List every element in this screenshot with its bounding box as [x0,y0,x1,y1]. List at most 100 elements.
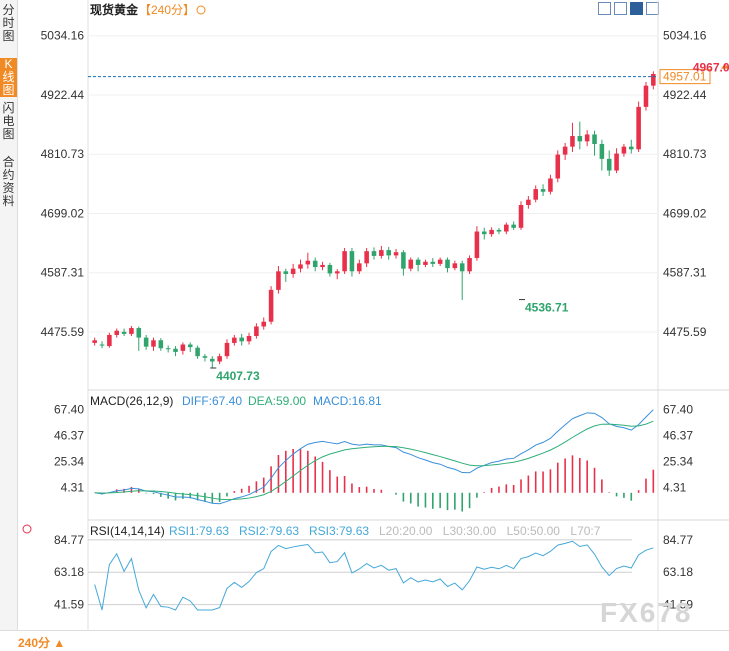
instrument-name: 现货黄金 [90,2,139,17]
price-tick-left: 4587.31 [41,266,85,280]
price-tick-right: 4587.31 [663,266,707,280]
candle [334,269,340,280]
price-tick-right: 5034.16 [663,29,707,43]
candle [437,257,443,266]
candle [246,332,252,345]
candle [92,337,97,346]
macd-tick-left: 4.31 [61,480,85,494]
diff-line [94,409,654,505]
macd-diff-value: DIFF:67.40 [182,394,242,408]
macd-tick-left: 46.37 [54,429,84,443]
macd-hist-value: MACD:16.81 [313,394,382,408]
candle [283,268,289,282]
candle [562,142,568,160]
rsi-legend-item: L50:50.00 [507,524,561,538]
tab-kline[interactable]: K线图 [0,58,17,97]
candle [364,247,369,268]
price-tick-left: 4699.02 [41,206,85,220]
low-label: 4407.73 [216,369,260,383]
candle [467,255,472,274]
candle [386,246,391,260]
candle [606,150,612,176]
candle [239,333,244,346]
candle [210,356,215,369]
candle [570,122,575,152]
rsi-tick-right: 84.77 [663,533,693,547]
candle [459,260,465,300]
candle [614,148,619,174]
candle [526,195,531,209]
macd-panel: MACD(26,12,9) DIFF:67.40 DEA:59.00 MACD:16.… [54,394,693,512]
candle [415,257,421,272]
candle [533,185,538,203]
rsi-panel: RSI(14,14,14) RSI1:79.63 RSI2:79.63 RSI3:79… [22,524,693,612]
candle [290,263,296,278]
draw-tool-icon[interactable] [630,2,643,15]
candle [540,184,546,196]
candle [445,257,450,273]
candle [430,258,436,268]
high-label: 4967.04 [693,60,729,74]
period-toggle-icon[interactable] [196,5,206,15]
tab-contract-info[interactable]: 合约资料 [2,155,15,208]
rsi-settings-icon[interactable] [22,524,32,534]
expand-icon[interactable] [614,2,627,15]
candle [151,337,156,351]
candle [504,222,509,235]
period-label: 【240分】 [139,3,195,17]
candle [577,121,583,150]
candle [254,323,259,339]
period-selector-button[interactable]: 240分 ▲ [18,636,66,650]
crosshair-icon[interactable] [598,2,611,15]
rsi-line [94,540,654,611]
candle [489,227,494,237]
candle [187,342,193,352]
candle [349,247,355,277]
candle [408,257,414,272]
tab-timeshare[interactable]: 分时图 [2,3,15,43]
candle [496,227,502,235]
rsi-legend-item: RSI2:79.63 [239,524,299,538]
price-tick-left: 5034.16 [41,29,85,43]
macd-tick-left: 67.40 [54,403,84,417]
candle [342,247,347,274]
tab-flash[interactable]: 闪电图 [2,101,15,141]
candle [129,325,134,337]
candle [371,247,377,260]
current-price-label: 4957.01 [663,70,707,84]
candle [651,71,656,90]
rsi-legend-item: RSI1:79.63 [169,524,229,538]
candle [452,260,458,271]
low-label: 4536.71 [525,301,569,315]
candle [379,245,384,259]
candle [173,346,178,357]
bottom-bar: 240分 ▲ [0,630,729,651]
price-tick-left: 4475.59 [41,325,85,339]
candle [202,354,208,362]
candle [555,150,561,183]
price-tick-left: 4810.73 [41,147,85,161]
macd-tick-left: 25.34 [54,455,84,469]
price-tick-right: 4475.59 [663,325,707,339]
candle [224,339,230,359]
sidebar: 分时图 K线图 闪电图 合约资料 [0,0,18,630]
current-price-marker [721,63,729,69]
candle [298,259,303,273]
price-tick-right: 4699.02 [663,206,707,220]
candle [99,341,105,349]
rsi-legend-item: L20:20.00 [379,524,433,538]
candle [261,317,267,330]
price-axis: 5034.16 5034.16 4922.44 4922.44 4810.73 4810.… [41,29,707,339]
candle [165,345,171,353]
current-price-box [659,69,711,85]
candle [305,252,311,269]
candle [158,338,164,351]
candle [143,334,149,350]
candle [217,353,222,365]
price-tick-right: 4810.73 [663,147,707,161]
macd-tick-right: 46.37 [663,429,693,443]
candle [312,257,318,272]
rsi-legend-item: L70:7 [570,524,600,538]
